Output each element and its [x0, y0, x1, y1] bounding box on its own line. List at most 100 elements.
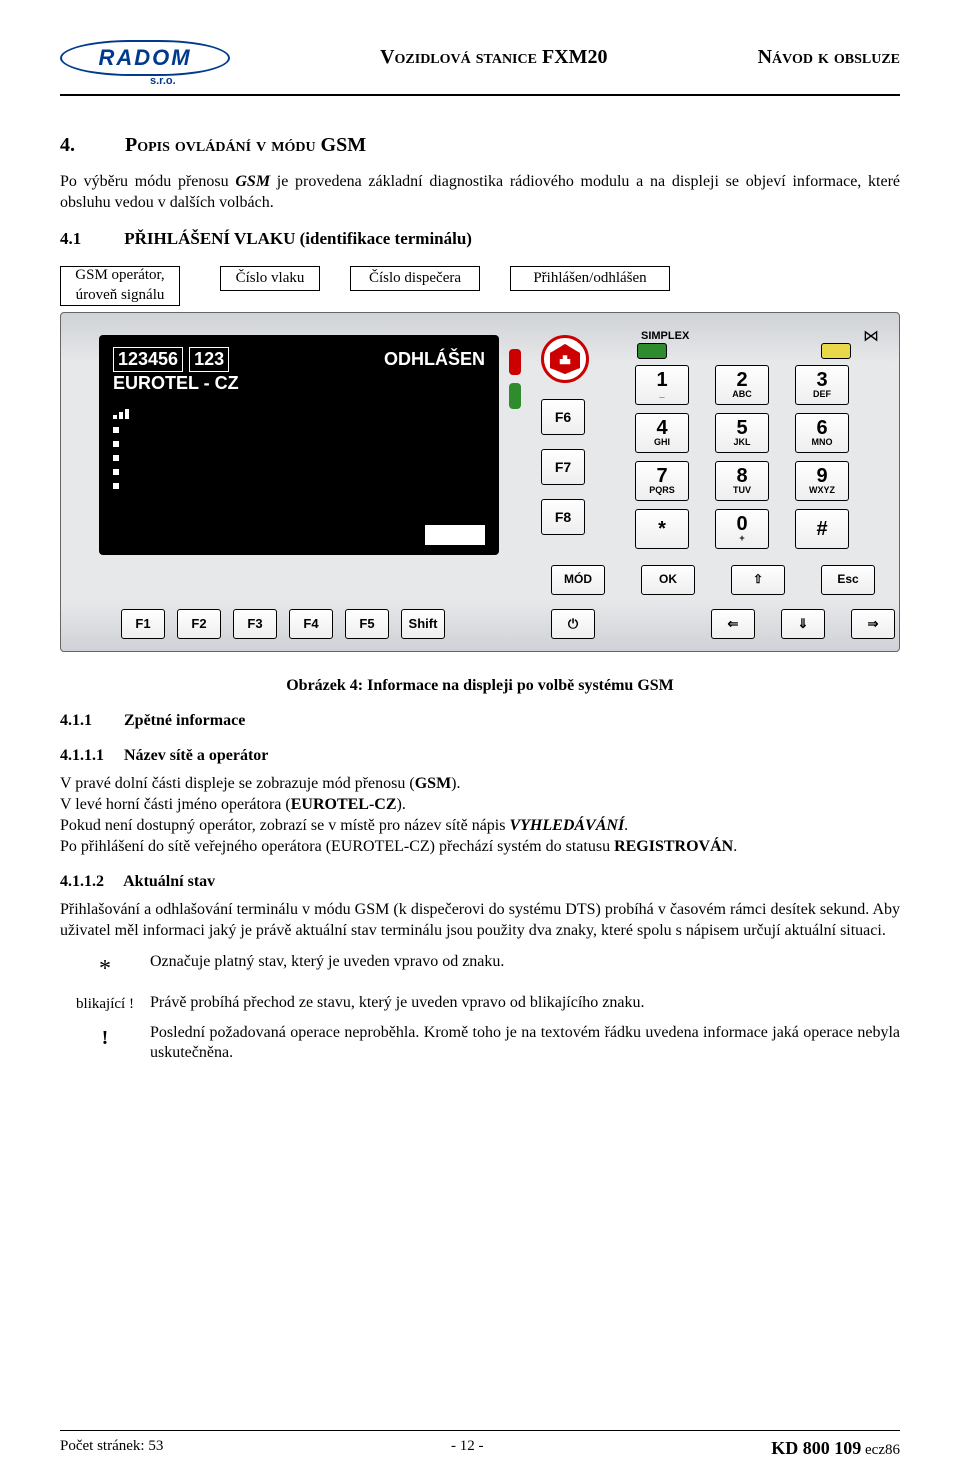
- key-shift[interactable]: Shift: [401, 609, 445, 639]
- key-0[interactable]: 0+: [715, 509, 769, 549]
- symbol-star-desc: Označuje platný stav, který je uveden vp…: [150, 952, 900, 973]
- p111-g: Po přihlášení do sítě veřejného operátor…: [60, 838, 614, 855]
- key-power[interactable]: ⏻: [551, 609, 595, 639]
- heading-4-1-1-2: 4.1.1.2 Aktuální stav: [60, 872, 900, 893]
- key-[interactable]: ⇧: [731, 565, 785, 595]
- key-9[interactable]: 9WXYZ: [795, 461, 849, 501]
- para-4111: V pravé dolní části displeje se zobrazuj…: [60, 774, 900, 857]
- heading-4-1-num: 4.1: [60, 228, 120, 250]
- p111-vy: VYHLEDÁVÁNÍ: [509, 817, 624, 834]
- symbol-star: *: [60, 952, 150, 985]
- key-ok[interactable]: OK: [641, 565, 695, 595]
- key-arrow-down[interactable]: ⇓: [781, 609, 825, 639]
- key-5[interactable]: 5JKL: [715, 413, 769, 453]
- p111-c: V levé horní části jméno operátora (: [60, 796, 291, 813]
- figure-caption: Obrázek 4: Informace na displeji po volb…: [60, 676, 900, 697]
- key-f1[interactable]: F1: [121, 609, 165, 639]
- heading-4-1-1-1-num: 4.1.1.1: [60, 746, 120, 767]
- key-1[interactable]: 1_: [635, 365, 689, 405]
- key-f8[interactable]: F8: [541, 499, 585, 535]
- logo-subtitle: s.r.o.: [150, 74, 176, 88]
- p111-f: .: [624, 817, 628, 834]
- key-8[interactable]: 8TUV: [715, 461, 769, 501]
- key-4[interactable]: 4GHI: [635, 413, 689, 453]
- heading-4: 4. Popis ovládání v módu GSM: [60, 132, 900, 158]
- heading-4-1-1-2-text: Aktuální stav: [123, 873, 215, 890]
- symbol-blink: blikající !: [60, 993, 150, 1015]
- lcd-screen: 123456 123 ODHLÁŠEN EUROTEL - CZ: [99, 335, 499, 555]
- symbol-row: ! Poslední požadovaná operace neproběhla…: [60, 1023, 900, 1065]
- alarm-button[interactable]: [541, 335, 589, 383]
- key-f5[interactable]: F5: [345, 609, 389, 639]
- key-3[interactable]: 3DEF: [795, 365, 849, 405]
- signal-icon: [113, 398, 485, 419]
- symbol-row: * Označuje platný stav, který je uveden …: [60, 952, 900, 985]
- header-right: Návod k obsluze: [758, 40, 900, 70]
- symbol-blink-desc: Právě probíhá přechod ze stavu, který je…: [150, 993, 900, 1014]
- logo: RADOM s.r.o.: [60, 40, 230, 88]
- footer-right: KD 800 109 ecz86: [771, 1437, 900, 1461]
- status-dot-green: [509, 383, 521, 409]
- heading-4-1-text: PŘIHLÁŠENÍ VLAKU (identifikace terminálu…: [124, 229, 472, 248]
- heading-4-1-1-2-num: 4.1.1.2: [60, 872, 120, 893]
- annot-status: Přihlášen/odhlášen: [510, 266, 670, 292]
- p111-a: V pravé dolní části displeje se zobrazuj…: [60, 775, 415, 792]
- page-footer: Počet stránek: 53 - 12 - KD 800 109 ecz8…: [60, 1430, 900, 1461]
- indicator-green: [637, 343, 667, 359]
- status-indicators: [509, 349, 521, 409]
- indicator-yellow: [821, 343, 851, 359]
- key-f7[interactable]: F7: [541, 449, 585, 485]
- annot-train-no: Číslo vlaku: [220, 266, 320, 292]
- heading-4-1-1-num: 4.1.1: [60, 711, 120, 732]
- heading-4-1-1-1: 4.1.1.1 Název sítě a operátor: [60, 746, 900, 767]
- lcd-status: ODHLÁŠEN: [384, 348, 485, 371]
- simplex-label: SIMPLEX: [641, 329, 689, 343]
- p111-d: ).: [397, 796, 406, 813]
- key-f3[interactable]: F3: [233, 609, 277, 639]
- p111-h: .: [733, 838, 737, 855]
- key-hash[interactable]: #: [795, 509, 849, 549]
- intro-a: Po výběru módu přenosu: [60, 173, 235, 190]
- annot-disp-no: Číslo dispečera: [350, 266, 480, 292]
- p111-gsm: GSM: [415, 775, 451, 792]
- key-2[interactable]: 2ABC: [715, 365, 769, 405]
- annotation-row: GSM operátor, úroveň signálu Číslo vlaku…: [60, 266, 900, 306]
- key-f4[interactable]: F4: [289, 609, 333, 639]
- key-esc[interactable]: Esc: [821, 565, 875, 595]
- p111-reg: REGISTROVÁN: [614, 838, 733, 855]
- heading-4-1: 4.1 PŘIHLÁŠENÍ VLAKU (identifikace termi…: [60, 228, 900, 250]
- key-arrow-left[interactable]: ⇐: [711, 609, 755, 639]
- key-arrow-right[interactable]: ⇒: [851, 609, 895, 639]
- key-star[interactable]: *: [635, 509, 689, 549]
- footer-left: Počet stránek: 53: [60, 1437, 163, 1461]
- key-md[interactable]: MÓD: [551, 565, 605, 595]
- menu-dots-icon: [113, 427, 485, 489]
- symbol-row: blikající ! Právě probíhá přechod ze sta…: [60, 993, 900, 1015]
- footer-left-a: Počet stránek:: [60, 1438, 148, 1454]
- lcd-train-no: 123456: [113, 347, 183, 372]
- footer-right-a: KD 800 109: [771, 1438, 861, 1458]
- logo-oval: RADOM: [60, 40, 230, 76]
- heading-4-text: Popis ovládání v módu GSM: [125, 134, 366, 156]
- key-f2[interactable]: F2: [177, 609, 221, 639]
- lcd-mode-box: [425, 525, 485, 545]
- intro-paragraph: Po výběru módu přenosu GSM je provedena …: [60, 172, 900, 214]
- page-header: RADOM s.r.o. Vozidlová stanice FXM20 Náv…: [60, 40, 900, 88]
- heading-4-1-1-1-text: Název sítě a operátor: [124, 747, 268, 764]
- symbol-excl: !: [60, 1023, 150, 1051]
- terminal-panel: 123456 123 ODHLÁŠEN EUROTEL - CZ SIMPLEX…: [60, 312, 900, 652]
- footer-right-b: ecz86: [861, 1442, 900, 1458]
- footer-center: - 12 -: [451, 1437, 484, 1461]
- symbol-excl-desc: Poslední požadovaná operace neproběhla. …: [150, 1023, 900, 1065]
- heading-4-num: 4.: [60, 132, 120, 158]
- para-4112: Přihlašování a odhlašování terminálu v m…: [60, 900, 900, 942]
- lcd-disp-no: 123: [189, 347, 229, 372]
- key-7[interactable]: 7PQRS: [635, 461, 689, 501]
- alarm-icon: [550, 344, 580, 374]
- symbol-table: * Označuje platný stav, který je uveden …: [60, 952, 900, 1064]
- footer-left-b: 53: [148, 1438, 163, 1454]
- key-f6[interactable]: F6: [541, 399, 585, 435]
- annot-operator: GSM operátor, úroveň signálu: [60, 266, 180, 306]
- key-6[interactable]: 6MNO: [795, 413, 849, 453]
- heading-4-1-1: 4.1.1 Zpětné informace: [60, 711, 900, 732]
